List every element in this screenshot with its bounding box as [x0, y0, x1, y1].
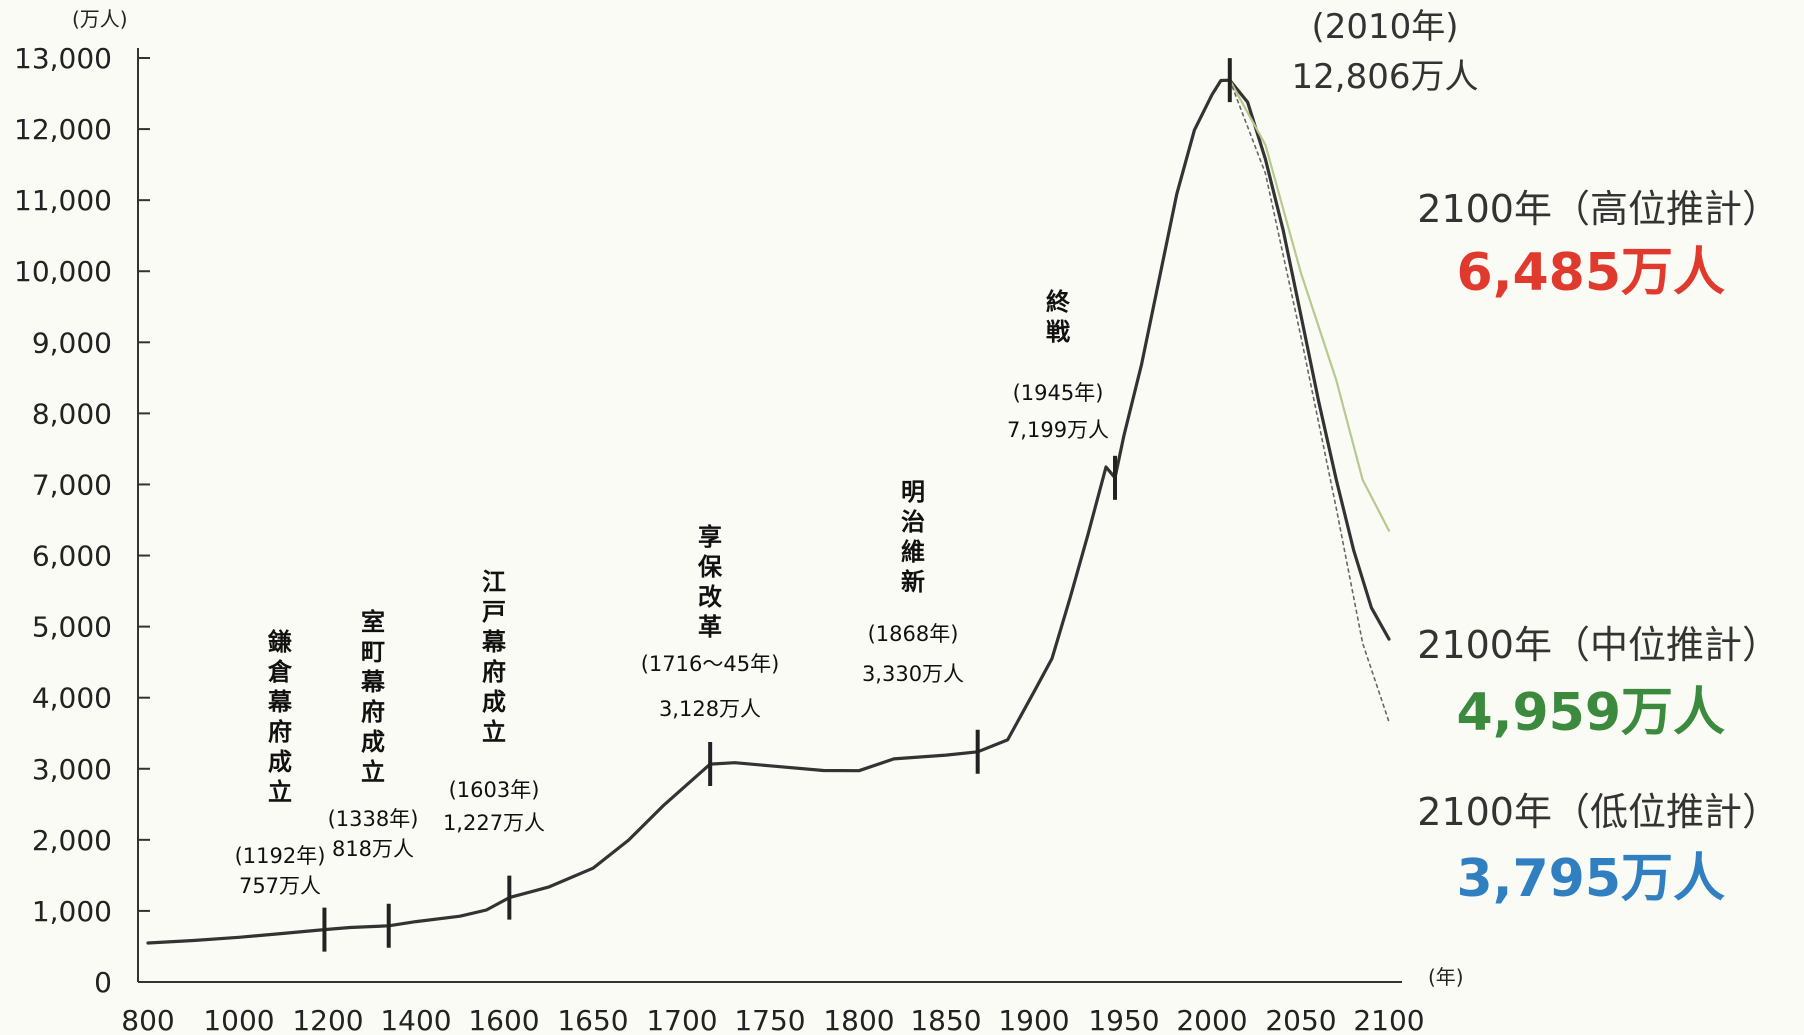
y-tick-label: 6,000: [32, 540, 112, 573]
event-year-label: (1338年): [328, 807, 419, 831]
x-unit-label: (年): [1428, 965, 1464, 989]
event-value-label: 757万人: [239, 874, 321, 898]
event-title-char: 明: [901, 478, 925, 506]
x-tick-label: 1700: [646, 1004, 717, 1035]
chart-annotations: (2010年) 12,806万人 2100年（高位推計） 6,485万人 2100年（中…: [1227, 7, 1780, 909]
x-tick-label: 1900: [998, 1004, 1069, 1035]
y-tick-label: 10,000: [14, 255, 112, 288]
event-value-label: 3,128万人: [659, 697, 761, 721]
chart-axes: 0 1,000 2,000 3,000 4,000 5,000 6,000 7,000 8,00…: [14, 7, 1464, 1035]
event-title-char: 府: [268, 718, 292, 746]
event-title-char: 府: [361, 698, 385, 726]
event-year-label: (1603年): [449, 778, 540, 802]
event-title-char: 革: [698, 613, 722, 641]
event-value-label: 818万人: [332, 837, 414, 861]
projection-low-label: 2100年（低位推計）: [1417, 790, 1780, 834]
x-tick-label: 2000: [1176, 1004, 1247, 1035]
event-year-label: (1868年): [868, 622, 959, 646]
y-tick-label: 0: [94, 966, 112, 999]
event-title-char: 保: [697, 553, 723, 581]
y-tick-label: 2,000: [32, 824, 112, 857]
x-tick-label: 1400: [380, 1004, 451, 1035]
y-tick-label: 9,000: [32, 326, 112, 359]
event-title-char: 維: [901, 538, 925, 566]
event-title-char: 新: [901, 568, 925, 596]
x-tick-label: 1850: [910, 1004, 981, 1035]
x-tick-label: 1950: [1088, 1004, 1159, 1035]
event-title-char: 室: [361, 608, 385, 636]
event-title-char: 成: [268, 748, 292, 776]
projection-low-value: 3,795万人: [1457, 849, 1725, 909]
y-tick-label: 12,000: [14, 113, 112, 146]
y-tick-label: 8,000: [32, 397, 112, 430]
y-tick-label: 5,000: [32, 611, 112, 644]
event-title-char: 立: [482, 718, 506, 746]
chart-events: 鎌倉幕府成立(1192年)757万人室町幕府成立(1338年)818万人江戸幕府…: [235, 288, 1117, 952]
event-title-char: 江: [482, 568, 506, 596]
event-year-label: (1192年): [235, 844, 326, 868]
event-value-label: 3,330万人: [862, 662, 964, 686]
event-title-char: 改: [698, 583, 722, 611]
event-title-char: 成: [361, 728, 385, 756]
x-tick-label: 1200: [292, 1004, 363, 1035]
y-tick-label: 1,000: [32, 895, 112, 928]
y-tick-label: 13,000: [14, 42, 112, 75]
y-tick-label: 11,000: [14, 184, 112, 217]
event-title-char: 町: [361, 638, 385, 666]
event-title-char: 立: [268, 778, 292, 806]
y-tick-label: 3,000: [32, 753, 112, 786]
event-title-char: 幕: [481, 628, 507, 656]
event-title-char: 戸: [482, 598, 506, 626]
event-title-char: 鎌: [268, 628, 292, 656]
x-tick-label: 1750: [734, 1004, 805, 1035]
event-title-char: 幕: [360, 668, 386, 696]
projection-high-value: 6,485万人: [1457, 243, 1725, 303]
event-value-label: 7,199万人: [1007, 418, 1109, 442]
x-tick-label: 1800: [823, 1004, 894, 1035]
projection-high-label: 2100年（高位推計）: [1417, 187, 1780, 231]
event-year-label: (1945年): [1013, 381, 1104, 405]
event-title-char: 治: [901, 508, 925, 536]
event-title-char: 立: [361, 758, 385, 786]
projection-medium-label: 2100年（中位推計）: [1417, 623, 1780, 667]
x-tick-label: 2050: [1265, 1004, 1336, 1035]
y-tick-label: 4,000: [32, 682, 112, 715]
event-title-char: 成: [482, 688, 506, 716]
y-unit-label: (万人): [72, 7, 128, 31]
event-value-label: 1,227万人: [443, 811, 545, 835]
event-title-char: 終: [1046, 288, 1071, 316]
event-title-char: 府: [482, 658, 506, 686]
x-tick-label: 1650: [557, 1004, 628, 1035]
peak-year-label: (2010年): [1311, 7, 1458, 47]
x-tick-label: 800: [121, 1004, 174, 1035]
event-title-char: 享: [698, 523, 722, 551]
projection-line-high: [1228, 79, 1391, 532]
x-tick-label: 1600: [468, 1004, 539, 1035]
y-tick-label: 7,000: [32, 468, 112, 501]
event-year-label: (1716～45年): [641, 652, 780, 676]
event-title-char: 倉: [267, 658, 293, 686]
peak-value-label: 12,806万人: [1292, 57, 1479, 97]
event-title-char: 幕: [267, 688, 293, 716]
x-tick-label: 1000: [203, 1004, 274, 1035]
projection-line-low: [1229, 79, 1390, 723]
projection-medium-value: 4,959万人: [1457, 683, 1725, 743]
chart-series: [146, 78, 1391, 945]
x-tick-label: 2100: [1353, 1004, 1424, 1035]
event-title-char: 戦: [1046, 318, 1070, 346]
